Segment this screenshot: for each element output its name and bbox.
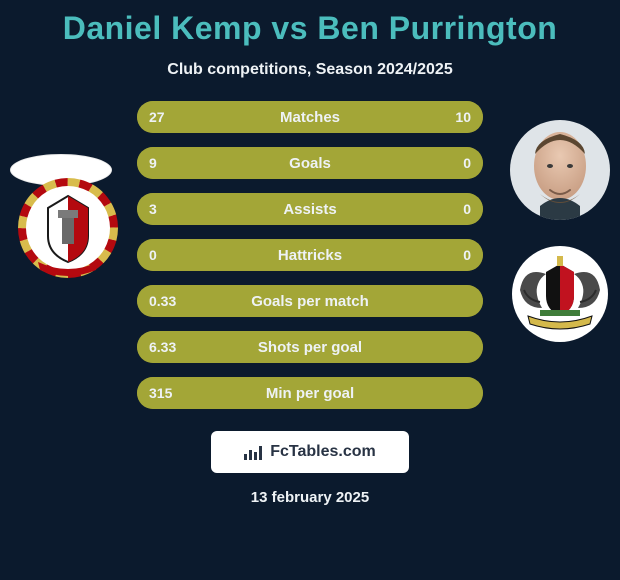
stat-left-value: 3: [149, 201, 157, 217]
bar-chart-icon: [244, 444, 264, 460]
stat-left-value: 315: [149, 385, 172, 401]
stat-row: 9 Goals 0: [137, 147, 483, 179]
crest-icon: [510, 244, 610, 344]
stat-left-value: 9: [149, 155, 157, 171]
stat-right-value: 10: [455, 109, 471, 125]
stat-label: Hattricks: [278, 247, 342, 264]
face-icon: [510, 120, 610, 220]
watermark: FcTables.com: [211, 431, 409, 473]
stat-row: 315 Min per goal: [137, 377, 483, 409]
club-right-crest: [510, 244, 610, 344]
stat-left-value: 6.33: [149, 339, 176, 355]
page-title: Daniel Kemp vs Ben Purrington: [0, 10, 620, 47]
watermark-text: FcTables.com: [270, 443, 376, 461]
stat-label: Goals: [289, 155, 331, 172]
stat-row: 6.33 Shots per goal: [137, 331, 483, 363]
date: 13 february 2025: [0, 489, 620, 506]
stat-right-value: 0: [463, 247, 471, 263]
player-right-avatar: [510, 120, 610, 220]
subtitle: Club competitions, Season 2024/2025: [0, 61, 620, 79]
stat-label: Min per goal: [266, 385, 354, 402]
stat-left-value: 0: [149, 247, 157, 263]
stat-left-value: 27: [149, 109, 165, 125]
stat-right-value: 0: [463, 201, 471, 217]
stat-label: Goals per match: [251, 293, 369, 310]
stat-row: 0 Hattricks 0: [137, 239, 483, 271]
stat-row: 27 Matches 10: [137, 101, 483, 133]
club-left-crest: [18, 178, 118, 278]
stat-row: 3 Assists 0: [137, 193, 483, 225]
comparison-card: Daniel Kemp vs Ben Purrington Club compe…: [0, 0, 620, 580]
stat-fill-left: [137, 101, 390, 133]
stat-label: Assists: [283, 201, 336, 218]
stat-label: Shots per goal: [258, 339, 362, 356]
stat-row: 0.33 Goals per match: [137, 285, 483, 317]
stat-right-value: 0: [463, 155, 471, 171]
stat-label: Matches: [280, 109, 340, 126]
stat-left-value: 0.33: [149, 293, 176, 309]
crest-icon: [18, 178, 118, 278]
